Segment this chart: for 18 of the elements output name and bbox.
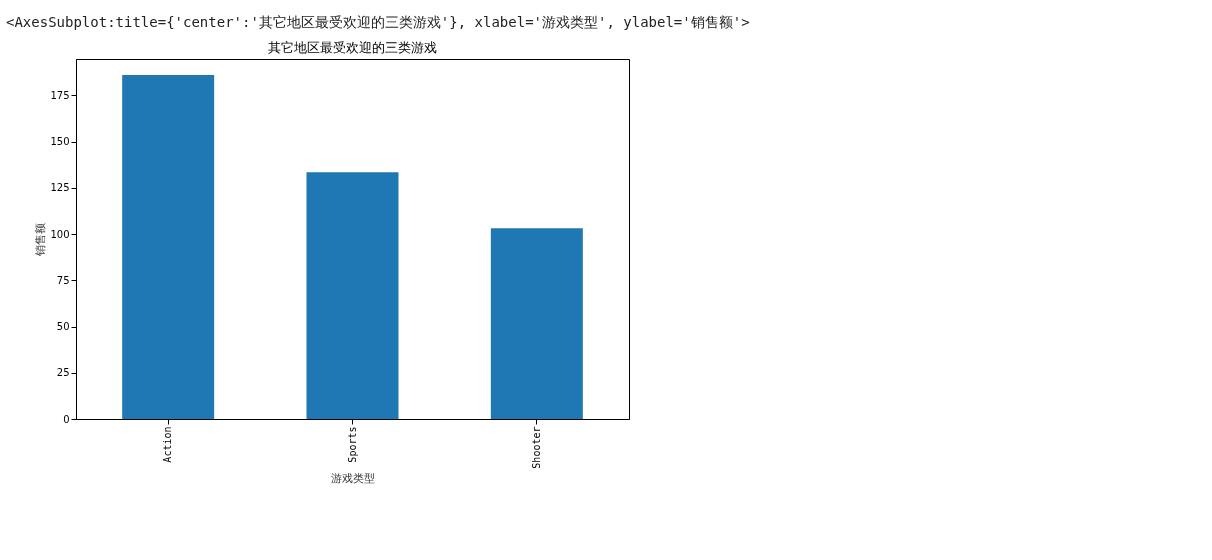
x-tick-label: Sports	[346, 426, 358, 463]
bar	[490, 228, 583, 419]
y-tick-label: 0	[63, 413, 70, 425]
x-tick-label: Shooter	[530, 426, 542, 469]
text: <AxesSubplot:title={'center':'其它地区最受欢迎的三类游戏'}, xlabel='游戏类型', ylabel='销售额'>	[6, 14, 750, 30]
y-tick-label: 175	[50, 89, 70, 101]
y-tick-label: 50	[56, 321, 70, 333]
y-tick-label: 150	[50, 136, 70, 148]
y-tick-label: 125	[50, 182, 70, 194]
y-axis-title: 销售额	[34, 223, 48, 257]
y-tick-label: 25	[56, 367, 70, 379]
y-tick-label: 100	[50, 228, 70, 240]
bar	[306, 172, 399, 419]
x-axis-title: 游戏类型	[331, 471, 375, 485]
bar	[122, 75, 215, 419]
y-tick-label: 75	[56, 274, 70, 286]
x-tick-label: Action	[162, 426, 174, 463]
chart-title: 其它地区最受欢迎的三类游戏	[268, 40, 437, 55]
